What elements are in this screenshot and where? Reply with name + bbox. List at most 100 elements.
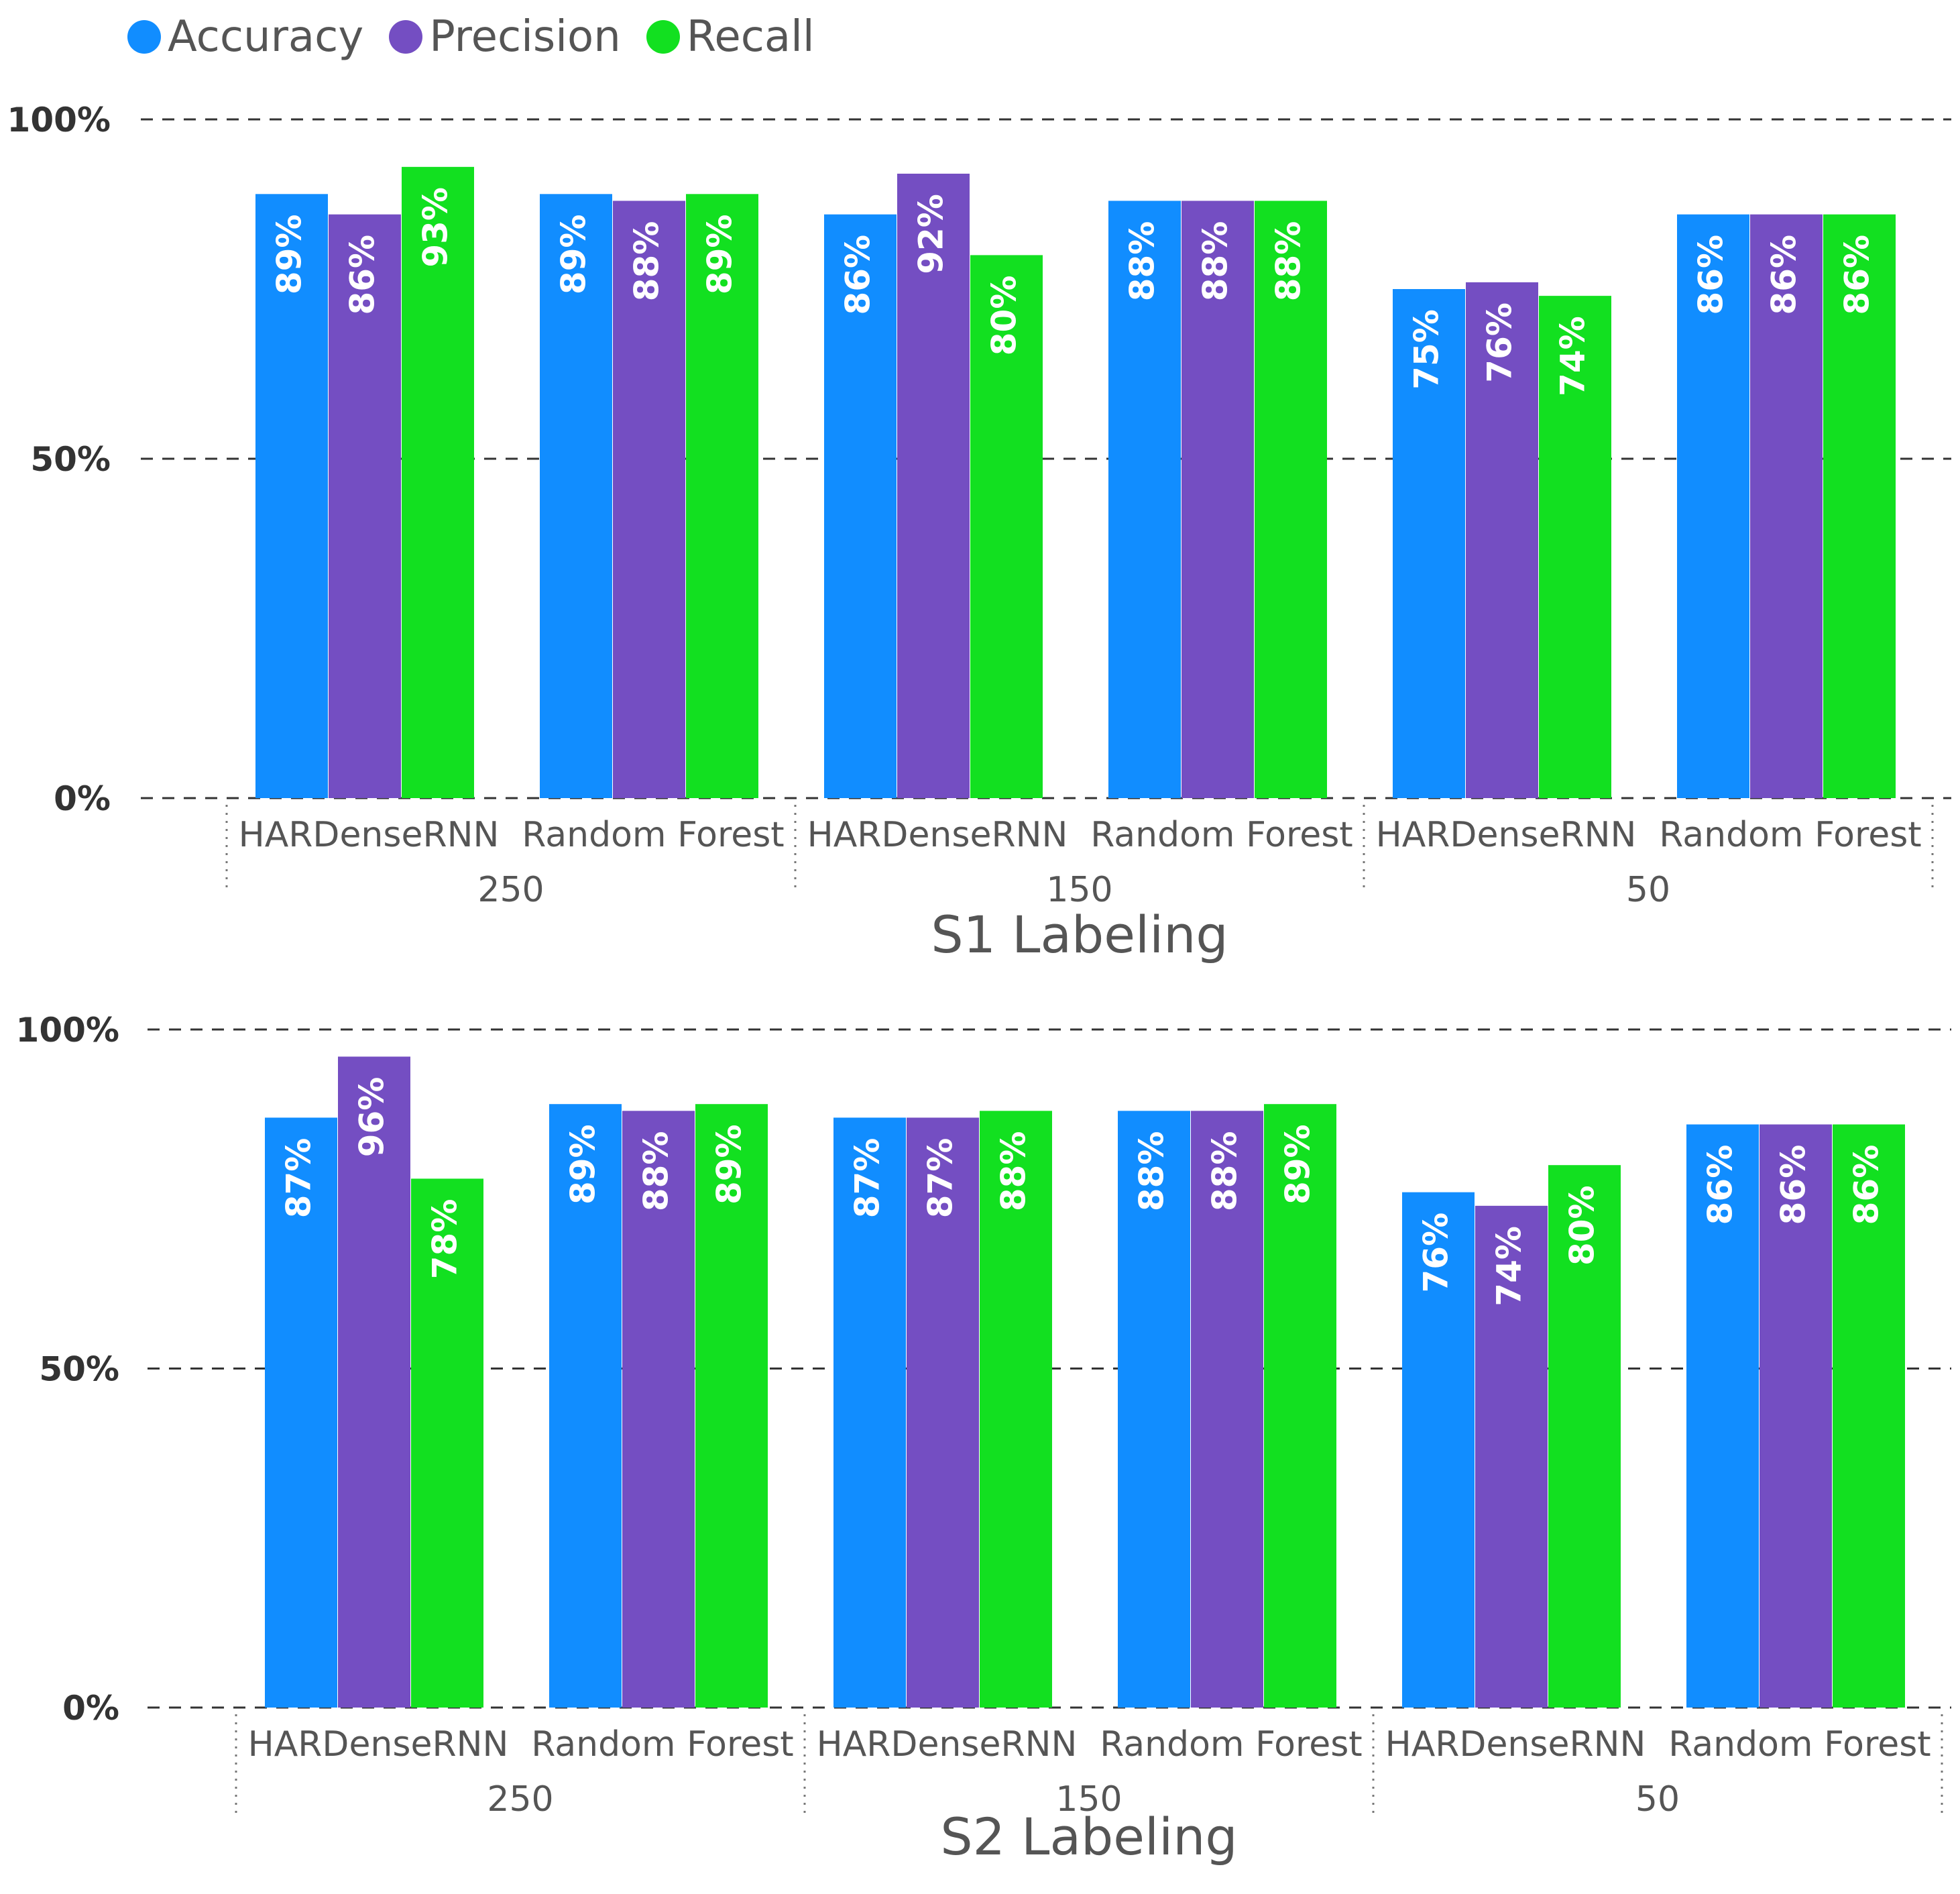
chart-1-bar-precision xyxy=(897,173,970,799)
chart-2-bar-accuracy xyxy=(549,1104,622,1708)
chart-1-group-label: 250 xyxy=(477,870,544,910)
chart-1-bar-accuracy xyxy=(1108,201,1181,798)
chart-2-data-label: 88% xyxy=(1206,1131,1245,1211)
chart-2-bar-recall xyxy=(1264,1104,1336,1708)
chart-2-data-label: 76% xyxy=(1417,1213,1456,1293)
chart-1-bar-recall xyxy=(1255,201,1327,798)
chart-1-category-label: HARDenseRNN xyxy=(1376,815,1637,855)
chart-2-data-label: 88% xyxy=(1133,1131,1171,1211)
chart-2-data-label: 87% xyxy=(848,1138,887,1219)
chart-2-bar-accuracy xyxy=(1402,1192,1475,1708)
chart-2-bar-precision xyxy=(622,1111,695,1708)
chart-1-y-tick-label: 0% xyxy=(54,779,111,818)
legend-item-precision[interactable]: Precision xyxy=(389,12,621,62)
chart-2-data-label: 78% xyxy=(426,1199,465,1280)
chart-1-bar-accuracy xyxy=(824,214,897,798)
chart-1-bar-recall xyxy=(1823,214,1896,798)
chart-1-bar-precision xyxy=(329,214,401,798)
chart-1-group-label: 50 xyxy=(1626,870,1670,910)
chart-1-bar-accuracy xyxy=(540,194,612,798)
legend-label-precision: Precision xyxy=(429,12,621,62)
chart-2-y-tick-label: 50% xyxy=(39,1350,119,1389)
chart-1-y-tick-label: 50% xyxy=(30,440,111,479)
chart-1-data-label: 75% xyxy=(1407,309,1446,390)
chart-1-data-label: 86% xyxy=(1838,235,1877,315)
chart-2-bar-accuracy xyxy=(265,1117,337,1708)
chart-1-bar-accuracy xyxy=(255,194,328,798)
chart-2-bar-accuracy xyxy=(1686,1124,1759,1708)
chart-1-category-label: HARDenseRNN xyxy=(239,815,500,855)
chart-1-data-label: 76% xyxy=(1481,302,1519,383)
chart-1-bar-recall xyxy=(970,255,1043,798)
chart-1-bar-accuracy xyxy=(1677,214,1749,798)
chart-2-category-label: Random Forest xyxy=(531,1724,793,1765)
chart-1-category-label: Random Forest xyxy=(1659,815,1921,855)
chart-2-bar-precision xyxy=(1760,1124,1832,1708)
chart-2-group-label: 250 xyxy=(487,1779,553,1820)
chart-2-bar-precision xyxy=(1191,1111,1263,1708)
chart-1-data-label: 92% xyxy=(912,194,951,274)
chart-1-bar-precision xyxy=(1181,201,1254,798)
chart-2-data-label: 88% xyxy=(994,1131,1033,1211)
chart-2-data-label: 96% xyxy=(353,1077,392,1158)
chart-2-category-label: Random Forest xyxy=(1100,1724,1362,1765)
chart-1-data-label: 89% xyxy=(555,214,593,294)
accuracy-dot-icon xyxy=(127,20,161,54)
chart-2-bar-recall xyxy=(980,1111,1052,1708)
chart-1-data-label: 89% xyxy=(270,214,309,294)
chart-1-bar-recall xyxy=(1539,296,1611,798)
chart-1-bar-recall xyxy=(686,194,758,798)
chart-2-group-label: 150 xyxy=(1055,1779,1122,1820)
chart-1-data-label: 86% xyxy=(1765,235,1804,315)
chart-2-bar-accuracy xyxy=(833,1117,906,1708)
chart-2-category-label: Random Forest xyxy=(1668,1724,1930,1765)
chart-1-group-label: 150 xyxy=(1046,870,1112,910)
chart-2-bar-precision xyxy=(1475,1205,1548,1708)
precision-dot-icon xyxy=(389,20,423,54)
chart-1-data-label: 89% xyxy=(701,214,740,294)
chart-2-category-label: HARDenseRNN xyxy=(248,1724,509,1765)
chart-1-bar-precision xyxy=(1750,214,1823,798)
chart-2-bar-recall xyxy=(1833,1124,1905,1708)
chart-2-data-label: 89% xyxy=(710,1124,749,1205)
chart-2-data-label: 86% xyxy=(1774,1145,1813,1225)
chart-1-category-label: HARDenseRNN xyxy=(807,815,1068,855)
chart-2-data-label: 86% xyxy=(1701,1145,1740,1225)
legend-label-accuracy: Accuracy xyxy=(168,12,364,62)
chart-2-y-tick-label: 100% xyxy=(16,1011,119,1050)
chart-1-data-label: 88% xyxy=(1196,221,1235,302)
chart-1-data-label: 74% xyxy=(1554,316,1593,396)
chart-2-category-label: HARDenseRNN xyxy=(817,1724,1078,1765)
chart-1-data-label: 88% xyxy=(628,221,667,302)
chart-2-bar-accuracy xyxy=(1118,1111,1190,1708)
chart-1-y-tick-label: 100% xyxy=(7,101,111,140)
recall-dot-icon xyxy=(646,20,680,54)
chart-2-data-label: 87% xyxy=(921,1138,960,1219)
chart-2-title: S2 Labeling xyxy=(940,1807,1237,1867)
chart-2-category-label: HARDenseRNN xyxy=(1385,1724,1646,1765)
legend-item-recall[interactable]: Recall xyxy=(646,12,815,62)
chart-1-category-label: Random Forest xyxy=(522,815,784,855)
legend-item-accuracy[interactable]: Accuracy xyxy=(127,12,363,62)
chart-2-bar-recall xyxy=(695,1104,768,1708)
chart-1-bar-recall xyxy=(402,166,474,799)
chart-1-data-label: 86% xyxy=(1692,235,1731,315)
chart-1-data-label: 88% xyxy=(1269,221,1308,302)
chart-1-bar-precision xyxy=(1466,282,1538,798)
chart-1-bar-precision xyxy=(613,201,685,798)
chart-2-data-label: 86% xyxy=(1847,1145,1886,1225)
chart-2-data-label: 89% xyxy=(1279,1124,1318,1205)
chart-1-data-label: 80% xyxy=(985,276,1024,356)
chart-2-bar-precision xyxy=(338,1056,410,1708)
chart-2-y-tick-label: 0% xyxy=(62,1689,119,1728)
legend: Accuracy Precision Recall xyxy=(127,12,815,62)
chart-2-data-label: 88% xyxy=(637,1131,676,1211)
chart-1-bar-accuracy xyxy=(1393,289,1465,798)
chart-1-data-label: 86% xyxy=(839,235,878,315)
chart-1-data-label: 86% xyxy=(343,235,382,315)
chart-1-category-label: Random Forest xyxy=(1090,815,1352,855)
chart-1-data-label: 88% xyxy=(1123,221,1162,302)
chart-2-group-label: 50 xyxy=(1635,1779,1680,1820)
